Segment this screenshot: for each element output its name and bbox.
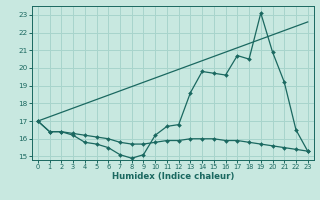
X-axis label: Humidex (Indice chaleur): Humidex (Indice chaleur) xyxy=(112,172,234,181)
